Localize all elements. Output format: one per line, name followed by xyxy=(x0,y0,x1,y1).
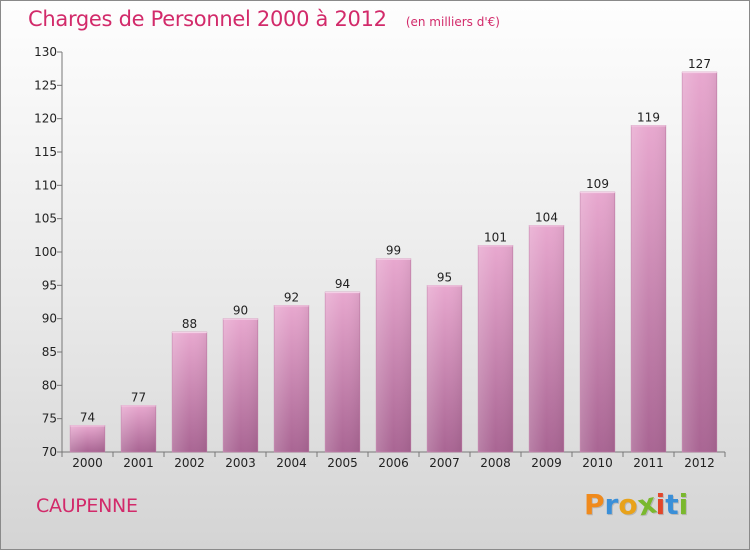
y-tick-label: 130 xyxy=(34,45,57,59)
brand-letter: r xyxy=(604,488,619,521)
y-axis: 70 75 80 85 90 95 100 105 110 115 120 125 130 xyxy=(34,45,63,459)
y-tick-label: 95 xyxy=(42,278,57,292)
x-tick-label: 2005 xyxy=(327,456,358,470)
x-tick-label: 2009 xyxy=(531,456,562,470)
y-tick-label: 75 xyxy=(42,412,57,426)
x-axis: 2000 2001 2002 2003 2004 2005 2006 2007 2008 2009… xyxy=(61,451,726,470)
title-row: Charges de Personnel 2000 à 2012 (en mil… xyxy=(28,7,500,31)
x-tick-label: 2003 xyxy=(225,456,256,470)
x-tick-label: 2000 xyxy=(72,456,103,470)
y-tick-label: 80 xyxy=(42,378,57,392)
brand-letter: o xyxy=(618,488,638,521)
y-tick-label: 90 xyxy=(42,312,57,326)
bar-shine xyxy=(682,72,717,452)
y-tick-label: 100 xyxy=(34,245,57,259)
bar-shine xyxy=(274,305,309,452)
brand-letter: P xyxy=(584,488,605,521)
x-tick-label: 2012 xyxy=(684,456,715,470)
data-label: 109 xyxy=(586,177,609,191)
chart-title: Charges de Personnel 2000 à 2012 xyxy=(28,7,387,31)
x-tick-label: 2006 xyxy=(378,456,409,470)
y-tick-label: 70 xyxy=(42,445,57,459)
brand-letter: i xyxy=(678,488,689,521)
commune-name: CAUPENNE xyxy=(36,495,138,517)
bar-shine xyxy=(529,225,564,452)
bar-shine xyxy=(325,292,360,452)
data-labels: 74 77 88 90 92 94 99 95 101 104 109 119 127 xyxy=(80,57,711,424)
y-tick-label: 125 xyxy=(34,78,57,92)
x-tick-label: 2008 xyxy=(480,456,511,470)
bar-shine xyxy=(580,192,615,452)
data-label: 94 xyxy=(335,277,350,291)
x-tick-label: 2004 xyxy=(276,456,307,470)
y-tick-label: 85 xyxy=(42,345,57,359)
data-label: 74 xyxy=(80,410,95,424)
bar-shine xyxy=(223,318,258,452)
data-label: 119 xyxy=(637,110,660,124)
chart-subtitle: (en milliers d'€) xyxy=(405,15,500,29)
bar-shine xyxy=(172,332,207,452)
bar-shine xyxy=(631,125,666,452)
brand-letter: i xyxy=(655,488,666,521)
x-tick-label: 2007 xyxy=(429,456,460,470)
x-tick-label: 2001 xyxy=(123,456,154,470)
bar-shine xyxy=(70,425,105,452)
y-tick-label: 120 xyxy=(34,112,57,126)
data-label: 99 xyxy=(386,244,401,258)
data-label: 90 xyxy=(233,304,248,318)
bar-shine xyxy=(376,258,411,452)
y-tick-label: 115 xyxy=(34,145,57,159)
x-tick-label: 2011 xyxy=(633,456,664,470)
x-tick-label: 2002 xyxy=(174,456,205,470)
bars xyxy=(69,71,718,453)
data-label: 77 xyxy=(131,390,146,404)
bar-shine xyxy=(121,405,156,452)
data-label: 88 xyxy=(182,317,197,331)
brand-logo: Proxiti xyxy=(584,486,689,522)
y-tick-label: 105 xyxy=(34,212,57,226)
data-label: 104 xyxy=(535,210,558,224)
data-label: 92 xyxy=(284,290,299,304)
data-label: 95 xyxy=(437,270,452,284)
bar-shine xyxy=(478,245,513,452)
data-label: 101 xyxy=(484,230,507,244)
x-tick-label: 2010 xyxy=(582,456,613,470)
data-label: 127 xyxy=(688,57,711,71)
y-tick-label: 110 xyxy=(34,178,57,192)
brand-letter: t xyxy=(665,488,679,521)
bar-shine xyxy=(427,285,462,452)
